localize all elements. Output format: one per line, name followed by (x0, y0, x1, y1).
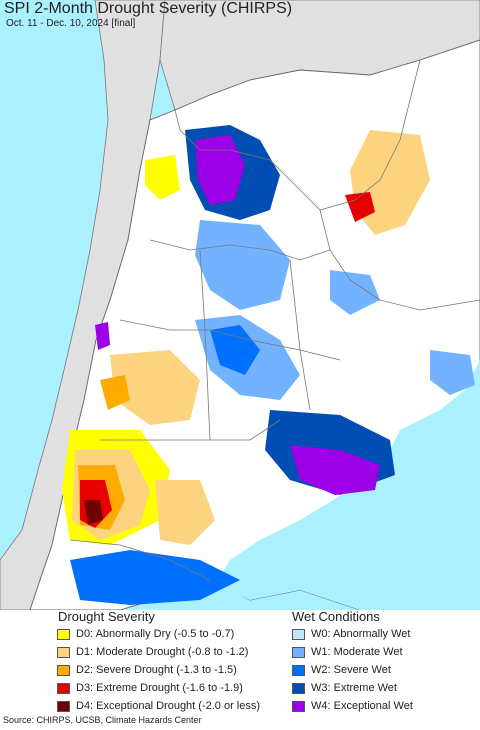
wet-region-patagonia (70, 550, 240, 605)
legend-label-d2: D2: Severe Drought (-1.3 to -1.5) (76, 664, 237, 676)
wet-legend-heading: Wet Conditions (292, 609, 380, 624)
legend-item-d2: D2: Severe Drought (-1.3 to -1.5) (57, 662, 237, 678)
legend-swatch-w0 (292, 628, 305, 640)
legend-label-w0: W0: Abnormally Wet (311, 628, 411, 640)
legend-swatch-d3 (57, 682, 70, 694)
exceptional-wet-coast (95, 322, 110, 350)
wet-region-central (195, 220, 290, 310)
legend-label-w3: W3: Extreme Wet (311, 682, 397, 694)
dry-south-central (155, 480, 215, 545)
legend-label-w2: W2: Severe Wet (311, 664, 391, 676)
legend-swatch-d1 (57, 646, 70, 658)
wet-region-east (430, 350, 475, 395)
drought-legend-heading: Drought Severity (58, 609, 155, 624)
severe-wet-mid (210, 325, 260, 375)
legend-label-w1: W1: Moderate Wet (311, 646, 403, 658)
drought-central-west (110, 350, 200, 425)
legend-item-d0: D0: Abnormally Dry (-0.5 to -0.7) (57, 626, 234, 642)
wet-region-northeast (330, 270, 380, 315)
atlantic-ocean (215, 360, 480, 610)
severe-drought-northeast (345, 192, 375, 222)
source-credit: Source: CHIRPS, UCSB, Climate Hazards Ce… (3, 715, 202, 725)
legend-item-w0: W0: Abnormally Wet (292, 626, 410, 642)
legend-label-d4: D4: Exceptional Drought (-2.0 or less) (76, 700, 261, 712)
legend-swatch-w2 (292, 664, 305, 676)
legend-label-d3: D3: Extreme Drought (-1.6 to -1.9) (76, 682, 243, 694)
drought-map (0, 0, 480, 610)
legend-item-w2: W2: Severe Wet (292, 662, 391, 678)
map-title: SPI 2-Month Drought Severity (CHIRPS) (4, 0, 293, 17)
legend-label-w4: W4: Exceptional Wet (311, 700, 413, 712)
dry-northwest (145, 155, 180, 200)
exceptional-drought-south-west (84, 500, 103, 525)
legend-swatch-d4 (57, 700, 70, 712)
legend-item-d3: D3: Extreme Drought (-1.6 to -1.9) (57, 680, 243, 696)
legend-swatch-w3 (292, 682, 305, 694)
legend-item-d4: D4: Exceptional Drought (-2.0 or less) (57, 698, 260, 714)
legend-swatch-d2 (57, 664, 70, 676)
legend-label-d1: D1: Moderate Drought (-0.8 to -1.2) (76, 646, 249, 658)
legend-item-w1: W1: Moderate Wet (292, 644, 403, 660)
legend-item-w3: W3: Extreme Wet (292, 680, 397, 696)
exceptional-wet-south (290, 445, 380, 495)
legend-item-w4: W4: Exceptional Wet (292, 698, 413, 714)
severe-drought-central-west (100, 375, 130, 410)
map-subtitle: Oct. 11 - Dec. 10, 2024 [final] (6, 18, 136, 29)
legend-item-d1: D1: Moderate Drought (-0.8 to -1.2) (57, 644, 248, 660)
exceptional-wet-north (195, 135, 245, 205)
legend-label-d0: D0: Abnormally Dry (-0.5 to -0.7) (76, 628, 235, 640)
admin-borders (69, 59, 480, 581)
legend-swatch-d0 (57, 628, 70, 640)
legend-swatch-w1 (292, 646, 305, 658)
legend-swatch-w4 (292, 700, 305, 712)
